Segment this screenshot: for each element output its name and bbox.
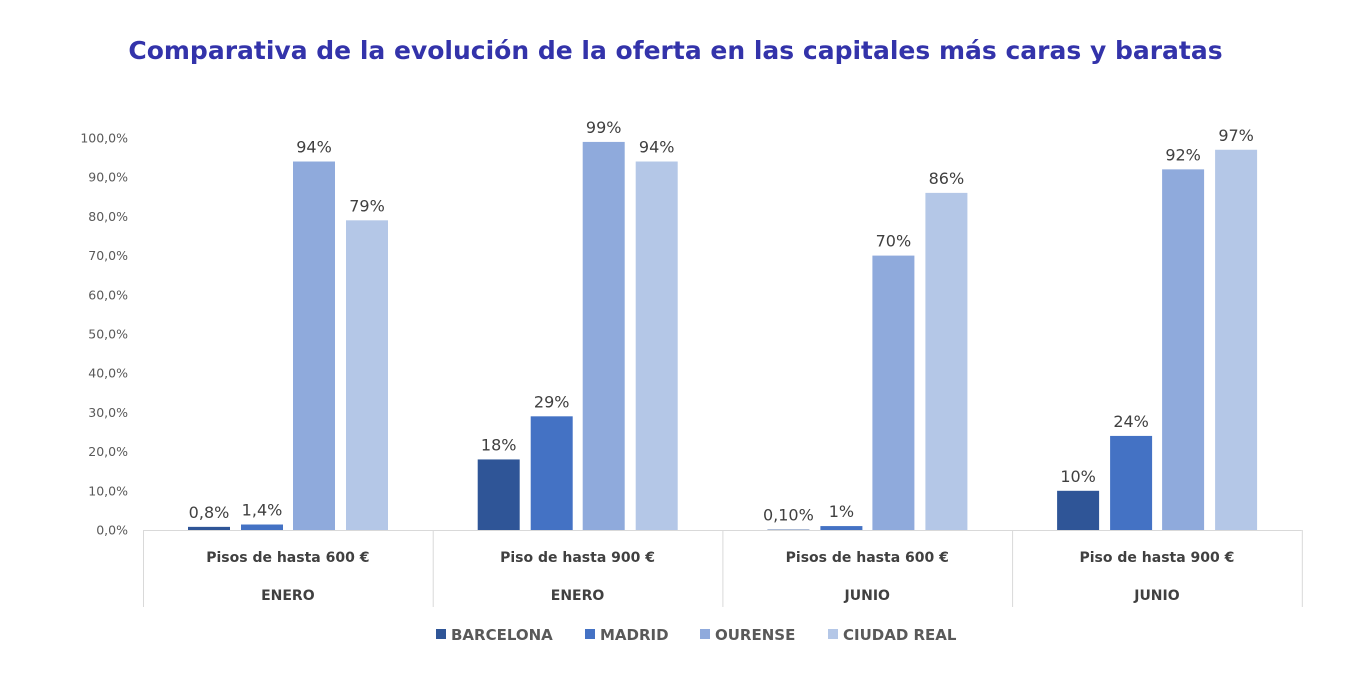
legend-swatch xyxy=(585,629,595,639)
data-label: 79% xyxy=(349,196,385,215)
data-label: 0,8% xyxy=(189,503,230,522)
bar-ourense xyxy=(872,255,915,530)
bar-madrid xyxy=(820,526,863,530)
x-category-label: Pisos de hasta 600 € xyxy=(206,550,369,566)
bar-ciudad-real xyxy=(346,220,388,530)
bar-barcelona xyxy=(477,459,520,530)
data-label: 70% xyxy=(876,232,912,251)
legend-label: MADRID xyxy=(600,626,669,644)
y-tick-label: 20,0% xyxy=(88,444,128,459)
data-label: 92% xyxy=(1165,145,1201,164)
data-label: 18% xyxy=(481,435,517,454)
y-tick-label: 10,0% xyxy=(88,483,128,498)
x-group-label: ENERO xyxy=(551,588,605,604)
data-label: 86% xyxy=(929,169,965,188)
x-group-label: ENERO xyxy=(261,588,315,604)
data-label: 0,10% xyxy=(763,506,814,525)
bar-ciudad-real xyxy=(925,192,968,530)
legend-label: OURENSE xyxy=(715,626,795,644)
y-tick-label: 0,0% xyxy=(96,523,128,538)
y-tick-label: 40,0% xyxy=(88,366,128,381)
y-tick-label: 50,0% xyxy=(88,327,128,342)
data-label: 24% xyxy=(1113,412,1149,431)
x-category-label: Pisos de hasta 600 € xyxy=(786,550,949,566)
legend-swatch xyxy=(828,629,838,639)
data-label: 99% xyxy=(586,118,622,137)
legend-label: BARCELONA xyxy=(451,626,553,644)
bar-barcelona xyxy=(188,526,230,530)
y-tick-label: 80,0% xyxy=(88,209,128,224)
bar-madrid xyxy=(241,524,283,530)
bar-barcelona xyxy=(1057,490,1100,530)
chart-title: Comparativa de la evolución de la oferta… xyxy=(128,36,1223,65)
y-tick-label: 70,0% xyxy=(88,248,128,263)
legend-label: CIUDAD REAL xyxy=(843,626,957,644)
legend-swatch xyxy=(436,629,446,639)
x-category-label: Piso de hasta 900 € xyxy=(500,550,655,566)
x-category-label: Piso de hasta 900 € xyxy=(1080,550,1235,566)
data-label: 29% xyxy=(534,392,570,411)
bar-ciudad-real xyxy=(635,161,678,530)
y-tick-label: 60,0% xyxy=(88,287,128,302)
data-label: 94% xyxy=(639,138,675,157)
data-label: 1,4% xyxy=(242,501,283,520)
bar-ourense xyxy=(582,141,625,531)
bar-madrid xyxy=(530,416,573,530)
bar-ourense xyxy=(293,161,335,530)
x-group-label: JUNIO xyxy=(1133,588,1180,604)
y-tick-label: 30,0% xyxy=(88,405,128,420)
bar-madrid xyxy=(1110,435,1153,530)
legend-swatch xyxy=(700,629,710,639)
data-label: 1% xyxy=(829,502,854,521)
bar-ciudad-real xyxy=(1215,149,1258,530)
y-tick-label: 90,0% xyxy=(88,170,128,185)
data-label: 10% xyxy=(1060,467,1096,486)
x-group-label: JUNIO xyxy=(844,588,891,604)
data-label: 94% xyxy=(296,138,332,157)
bar-ourense xyxy=(1162,169,1205,531)
data-label: 97% xyxy=(1218,126,1254,145)
y-tick-label: 100,0% xyxy=(80,131,128,146)
